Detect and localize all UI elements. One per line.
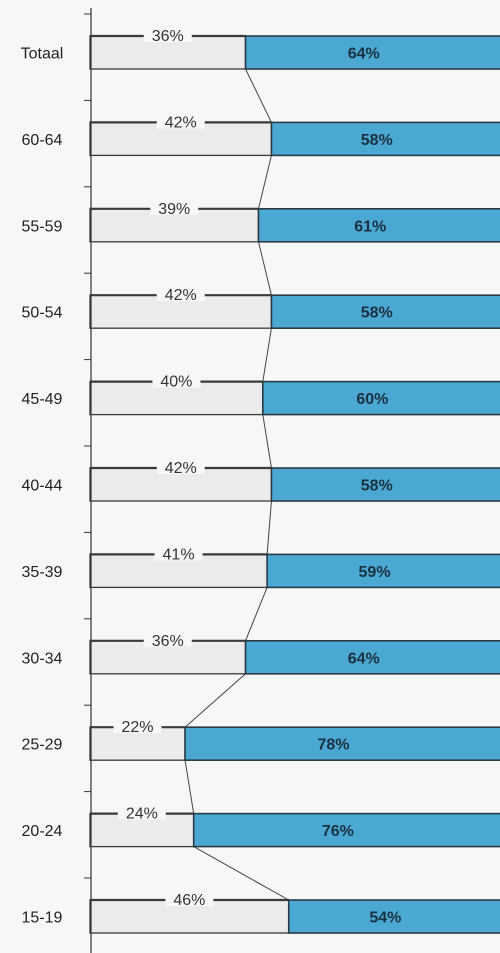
connector-line: [257, 155, 272, 209]
data-label-blue: 78%: [318, 737, 350, 754]
connector-line: [184, 673, 246, 728]
bar-segment-blue: [270, 467, 500, 502]
labels: 36% 64% 42% 58% 39% 61% 42% 58% 40% 60% 42% 58% 41% 5…: [113, 22, 401, 927]
bar-segment-blue: [266, 553, 500, 589]
data-label-blue: 58%: [361, 305, 393, 322]
category-label: 20-24: [22, 823, 63, 840]
data-label-blue: 54%: [369, 910, 401, 927]
bar-segment-blue: [192, 812, 500, 848]
data-label-blue: 58%: [361, 132, 393, 149]
data-label-blue: 59%: [359, 564, 391, 581]
category-label: Totaal: [21, 46, 64, 63]
category-label: 60-64: [22, 132, 63, 149]
data-label-blue: 64%: [348, 650, 380, 667]
data-label-light: 40%: [160, 374, 192, 391]
data-label-light: 41%: [163, 546, 195, 563]
bar-segment-blue: [244, 639, 500, 675]
category-label: 15-19: [22, 910, 63, 927]
connector-line: [266, 500, 272, 555]
label-bg: [165, 886, 214, 906]
category-label: 35-39: [22, 564, 63, 581]
data-label-light: 24%: [126, 806, 158, 823]
data-label-blue: 76%: [322, 823, 354, 840]
bar-segment-blue: [261, 380, 500, 416]
data-label-light: 22%: [122, 719, 154, 736]
connector-line: [262, 328, 272, 382]
data-label-light: 42%: [165, 460, 197, 477]
category-label: 55-59: [22, 218, 63, 235]
connector-line: [257, 241, 272, 296]
connector-line: [262, 414, 272, 469]
label-bg: [113, 713, 162, 734]
connector-line: [245, 587, 268, 641]
label-bg: [117, 799, 166, 820]
data-label-light: 39%: [158, 201, 190, 218]
data-label-light: 36%: [152, 633, 184, 650]
label-bg: [154, 540, 203, 561]
connector-line: [184, 760, 195, 814]
data-label-blue: 58%: [361, 478, 393, 495]
bar-segment-blue: [270, 121, 500, 157]
data-label-blue: 60%: [356, 391, 388, 408]
label-bg: [156, 281, 205, 302]
label-bg: [156, 108, 205, 129]
data-label-blue: 61%: [354, 218, 386, 235]
category-label: 40-44: [22, 478, 63, 495]
data-label-light: 36%: [152, 28, 184, 45]
label-bg: [150, 194, 199, 215]
category-label: 50-54: [22, 305, 63, 322]
data-label-light: 42%: [165, 287, 197, 304]
bar-segment-blue: [184, 726, 500, 762]
label-bg: [156, 454, 205, 474]
category-label: 30-34: [22, 650, 63, 667]
data-label-blue: 64%: [348, 46, 380, 63]
data-label-light: 46%: [173, 892, 205, 909]
label-bg: [143, 22, 192, 42]
connector-line: [193, 846, 289, 901]
bar-segment-blue: [287, 899, 500, 934]
data-label-light: 42%: [165, 114, 197, 131]
category-label: 25-29: [22, 737, 63, 754]
bar-segment-blue: [257, 208, 500, 243]
category-axis: Totaal 60-64 55-59 50-54 45-49 40-44 35-39 30-3…: [21, 8, 92, 953]
category-label: 45-49: [22, 391, 63, 408]
label-bg: [152, 367, 201, 388]
label-bg: [143, 626, 192, 647]
connector-lines: [184, 68, 289, 901]
bar-segment-blue: [244, 35, 500, 70]
bar-segment-blue: [270, 294, 500, 330]
connector-line: [245, 68, 272, 123]
bars: [89, 34, 500, 934]
